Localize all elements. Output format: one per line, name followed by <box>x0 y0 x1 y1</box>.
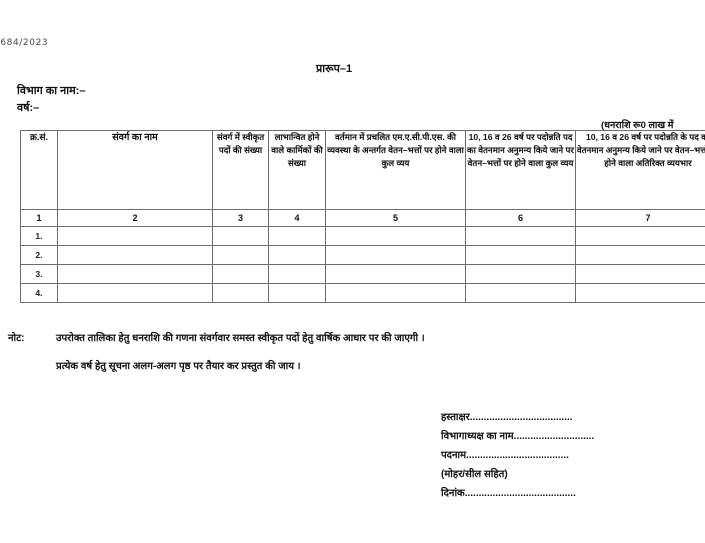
table-row: 3. <box>20 264 705 284</box>
year-label: वर्ष:– <box>17 102 40 114</box>
row-cell-beneficiary-count[interactable] <box>268 283 326 303</box>
row-cell-macps-expenditure[interactable] <box>325 226 466 246</box>
row-cell-cadre-name[interactable] <box>57 226 213 246</box>
form-table-wrapper: क्र.सं. संवर्ग का नाम संवर्ग में स्वीकृत… <box>20 130 705 303</box>
department-name-label: विभाग का नाम:– <box>17 85 86 97</box>
notes-section: नोट: उपरोक्त तालिका हेतु धनराशि की गणना स… <box>8 330 698 372</box>
row-serial: 1. <box>20 226 58 246</box>
row-serial: 4. <box>20 283 58 303</box>
table-header-additional-burden: 10, 16 व 26 वर्ष पर पदोन्नति के पद का वे… <box>575 130 705 210</box>
form-title: प्रारूप–1 <box>316 63 353 75</box>
table-row: 4. <box>20 283 705 303</box>
table-header-beneficiary-count: लाभान्वित होने वाले कार्मिकों की संख्या <box>268 130 326 210</box>
column-number-6: 6 <box>465 209 576 227</box>
table-column-number-row: 1 2 3 4 5 6 7 <box>20 209 705 227</box>
column-number-5: 5 <box>325 209 466 227</box>
document-reference-number: 2684/2023 <box>0 38 49 48</box>
amount-unit-note: (धनराशि रू0 लाख में <box>601 120 674 131</box>
note-row-secondary: प्रत्येक वर्ष हेतु सूचना अलग-अलग पृष्ठ प… <box>8 358 698 372</box>
row-cell-additional-burden[interactable] <box>575 283 705 303</box>
note-row-primary: नोट: उपरोक्त तालिका हेतु धनराशि की गणना स… <box>8 330 698 344</box>
row-cell-macps-expenditure[interactable] <box>325 283 466 303</box>
row-cell-promotion-expenditure[interactable] <box>465 264 576 284</box>
table-row: 1. <box>20 226 705 246</box>
note-label: नोट: <box>8 333 25 344</box>
row-cell-sanctioned-posts[interactable] <box>212 226 269 246</box>
form-table: क्र.सं. संवर्ग का नाम संवर्ग में स्वीकृत… <box>20 130 705 303</box>
row-serial: 2. <box>20 245 58 265</box>
row-cell-cadre-name[interactable] <box>57 245 213 265</box>
head-of-department-name-field[interactable]: विभागाध्यक्ष का नाम.....................… <box>441 431 595 442</box>
column-number-4: 4 <box>268 209 326 227</box>
row-cell-promotion-expenditure[interactable] <box>465 283 576 303</box>
table-header-sanctioned-posts: संवर्ग में स्वीकृत पदों की संख्या <box>212 130 269 210</box>
row-cell-additional-burden[interactable] <box>575 264 705 284</box>
note-text-line1: उपरोक्त तालिका हेतु धनराशि की गणना संवर्… <box>56 333 425 344</box>
table-header-macps-expenditure: वर्तमान में प्रचलित एम.ए.सी.पी.एस. की व्… <box>325 130 466 210</box>
row-cell-beneficiary-count[interactable] <box>268 245 326 265</box>
row-cell-cadre-name[interactable] <box>57 264 213 284</box>
row-cell-promotion-expenditure[interactable] <box>465 245 576 265</box>
row-cell-beneficiary-count[interactable] <box>268 226 326 246</box>
row-cell-sanctioned-posts[interactable] <box>212 264 269 284</box>
table-header-serial: क्र.सं. <box>20 130 58 210</box>
column-number-7: 7 <box>575 209 705 227</box>
row-cell-sanctioned-posts[interactable] <box>212 283 269 303</box>
table-row: 2. <box>20 245 705 265</box>
note-text-line2: प्रत्येक वर्ष हेतु सूचना अलग-अलग पृष्ठ प… <box>56 361 301 372</box>
row-cell-cadre-name[interactable] <box>57 283 213 303</box>
column-number-3: 3 <box>212 209 269 227</box>
row-cell-promotion-expenditure[interactable] <box>465 226 576 246</box>
seal-note: (मोहर/सील सहित) <box>441 469 508 480</box>
row-cell-macps-expenditure[interactable] <box>325 264 466 284</box>
table-header-cadre-name: संवर्ग का नाम <box>57 130 213 210</box>
signature-field[interactable]: हस्ताक्षर...............................… <box>441 412 573 423</box>
table-header-row: क्र.सं. संवर्ग का नाम संवर्ग में स्वीकृत… <box>20 130 705 210</box>
date-field[interactable]: दिनांक..................................… <box>441 488 576 499</box>
row-cell-additional-burden[interactable] <box>575 245 705 265</box>
designation-field[interactable]: पदनाम...................................… <box>441 450 569 461</box>
column-number-2: 2 <box>57 209 213 227</box>
table-header-promotion-payscale-expenditure: 10, 16 व 26 वर्ष पर पदोन्नति पद का वेतनम… <box>465 130 576 210</box>
row-cell-sanctioned-posts[interactable] <box>212 245 269 265</box>
signature-block: हस्ताक्षर...............................… <box>441 408 701 503</box>
column-number-1: 1 <box>20 209 58 227</box>
row-cell-beneficiary-count[interactable] <box>268 264 326 284</box>
row-cell-additional-burden[interactable] <box>575 226 705 246</box>
row-serial: 3. <box>20 264 58 284</box>
row-cell-macps-expenditure[interactable] <box>325 245 466 265</box>
